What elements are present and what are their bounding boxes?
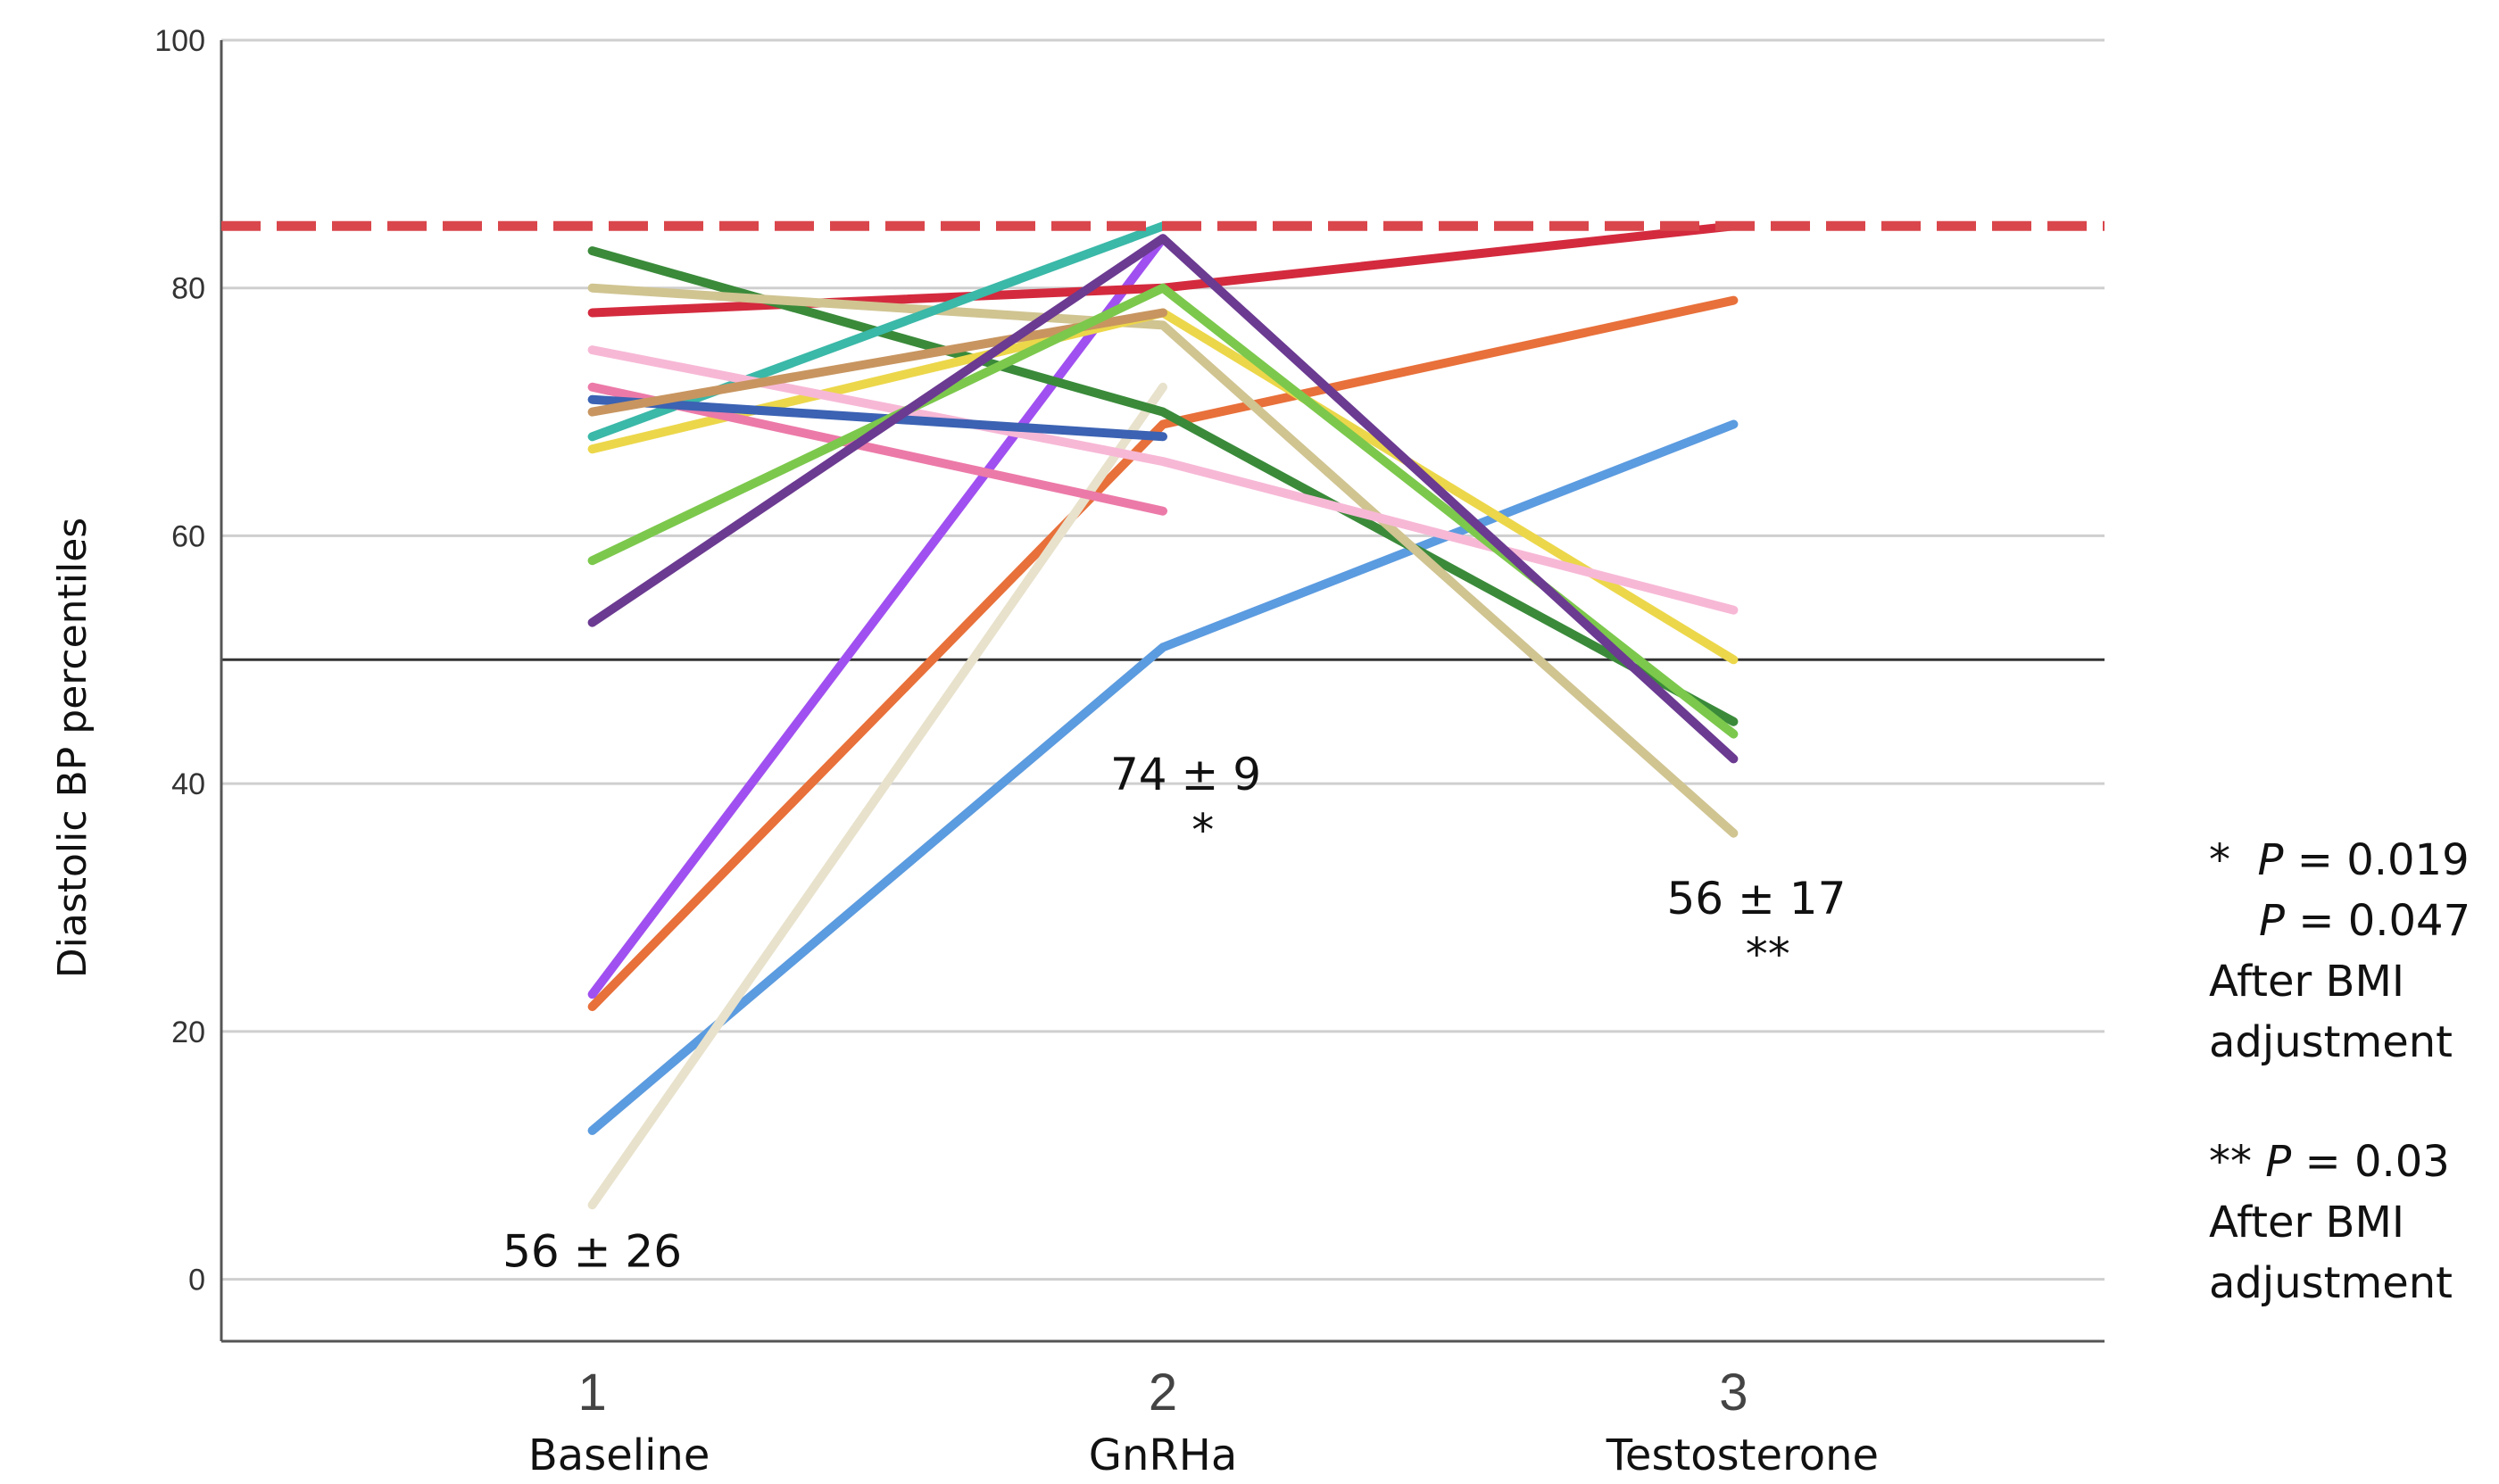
y-tick-label-20: 20 xyxy=(171,1016,205,1049)
series-line-4 xyxy=(587,234,1167,999)
annotation-5: ** xyxy=(1746,928,1790,980)
note1-p2-value: = 0.047 xyxy=(2284,896,2471,946)
note2-p-italic: P xyxy=(2265,1137,2292,1187)
note2-p-value: = 0.03 xyxy=(2291,1137,2450,1187)
series-line-8 xyxy=(587,283,1739,838)
y-tick-label-80: 80 xyxy=(171,272,205,306)
series-line-5 xyxy=(587,382,1167,1210)
note2-line2: After BMI xyxy=(2209,1198,2405,1248)
note1-line4: adjustment xyxy=(2209,1017,2453,1067)
annotation-2: 74 ± 9 xyxy=(1110,749,1261,800)
series-line-13 xyxy=(587,394,1167,442)
note2-line1: ** P = 0.03 xyxy=(2209,1132,2453,1192)
series-line-16 xyxy=(587,234,1739,764)
note1-star: * xyxy=(2209,835,2230,885)
series-line-3 xyxy=(587,295,1739,1012)
y-tick-label-40: 40 xyxy=(171,767,205,801)
annotation-1: 56 ± 26 xyxy=(502,1226,682,1278)
chart-annotations: 56 ± 26 74 ± 9* 56 ± 17** xyxy=(502,749,1846,1278)
series-lines xyxy=(587,221,1739,1210)
x-tick-label-1: 1 xyxy=(577,1364,606,1422)
y-axis-label: Diastolic BP percentiles xyxy=(50,518,95,978)
note1-p2-italic: P xyxy=(2259,896,2285,946)
note1-line1: * P = 0.019 xyxy=(2209,830,2470,891)
series-line-11 xyxy=(587,345,1739,615)
x-tick-label-2: 2 xyxy=(1149,1364,1177,1422)
x-tick-label-3: 3 xyxy=(1719,1364,1748,1422)
category-label-3: Testosterone xyxy=(1606,1430,1879,1480)
note2-line3: adjustment xyxy=(2209,1258,2453,1308)
note1-p-italic: P xyxy=(2257,835,2284,885)
annotation-4: 56 ± 17 xyxy=(1667,873,1847,924)
note2-star: ** xyxy=(2209,1137,2252,1187)
axes xyxy=(220,40,2105,1343)
y-tick-label-60: 60 xyxy=(171,519,205,553)
category-label-2: GnRHa xyxy=(1089,1430,1237,1480)
annotation-3: * xyxy=(1191,805,1214,857)
note1-line3: After BMI xyxy=(2209,957,2405,1007)
y-tick-label-0: 0 xyxy=(188,1264,205,1297)
significance-note-1: * P = 0.019 P = 0.047 After BMI adjustme… xyxy=(2209,830,2470,1073)
note1-p-value: = 0.019 xyxy=(2283,835,2470,885)
significance-note-2: ** P = 0.03 After BMI adjustment xyxy=(2209,1132,2453,1314)
y-tick-label-100: 100 xyxy=(154,24,205,58)
series-line-2 xyxy=(587,419,1739,1135)
category-label-1: Baseline xyxy=(528,1430,710,1480)
axis-labels: 0 20 40 60 80 100 1 Baseline 2 GnRHa 3 Testosterone xyxy=(154,24,1879,1480)
note1-line2: P = 0.047 xyxy=(2209,891,2470,951)
